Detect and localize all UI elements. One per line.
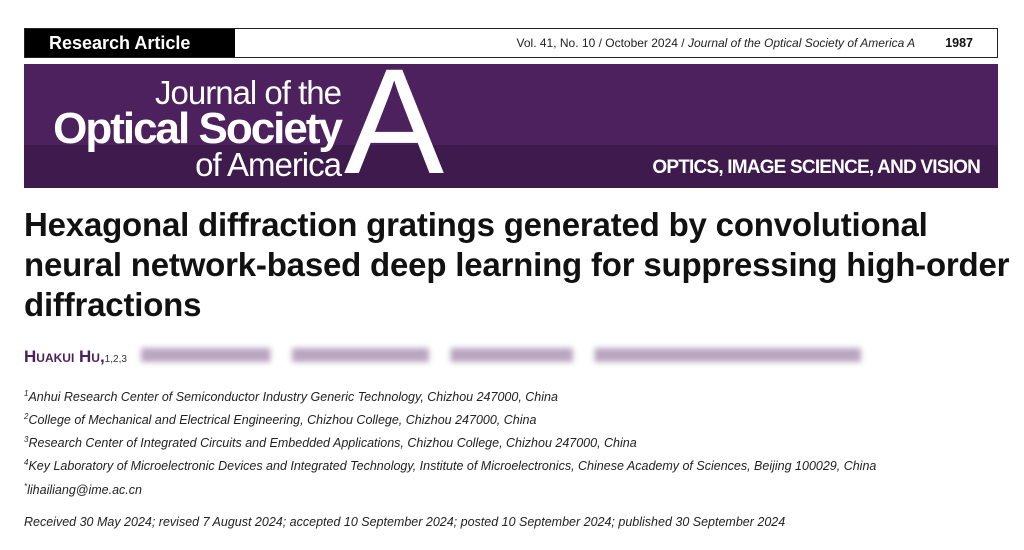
publication-dates: Received 30 May 2024; revised 7 August 2…: [24, 515, 786, 529]
banner-subtitle: OPTICS, IMAGE SCIENCE, AND VISION: [652, 157, 980, 178]
logo-line-3: of America: [195, 146, 342, 183]
volume-text: Vol. 41, No. 10 / October 2024 /: [516, 36, 688, 50]
journal-name: Journal of the Optical Society of Americ…: [687, 36, 916, 50]
logo-line-1: Journal of the: [155, 74, 342, 111]
affiliation: 2College of Mechanical and Electrical En…: [24, 407, 984, 430]
author-name: Huakui Hu,: [24, 347, 105, 366]
journal-banner: Journal of the Optical Society of Americ…: [24, 64, 998, 188]
author-list: Huakui Hu, 1,2,3: [24, 347, 861, 367]
aff-sup: *: [24, 481, 28, 491]
journal-header-bar: Research Article Vol. 41, No. 10 / Octob…: [24, 28, 998, 58]
affiliation: 3Research Center of Integrated Circuits …: [24, 430, 984, 453]
volume-info: Vol. 41, No. 10 / October 2024 / Journal…: [517, 36, 916, 50]
affiliation: 1Anhui Research Center of Semiconductor …: [24, 384, 984, 407]
aff-sup: 1: [24, 389, 29, 398]
paper-title: Hexagonal diffraction gratings generated…: [24, 206, 1010, 323]
aff-text: Anhui Research Center of Semiconductor I…: [28, 390, 558, 405]
article-type-label: Research Article: [25, 29, 235, 57]
author-affiliation-sup: 1,2,3: [104, 354, 127, 365]
logo-letter: A: [344, 64, 445, 188]
aff-sup: 3: [24, 435, 29, 445]
email-text[interactable]: lihailiang@ime.ac.cn: [27, 482, 142, 497]
aff-text: Key Laboratory of Microelectronic Device…: [28, 459, 877, 474]
logo-line-2: Optical Society: [53, 104, 343, 153]
aff-sup: 2: [24, 412, 29, 422]
aff-text: Research Center of Integrated Circuits a…: [28, 436, 637, 451]
affiliations: 1Anhui Research Center of Semiconductor …: [24, 384, 984, 500]
aff-text: College of Mechanical and Electrical Eng…: [28, 413, 537, 428]
affiliation: 4Key Laboratory of Microelectronic Devic…: [24, 453, 984, 476]
page-number: 1987: [945, 36, 973, 50]
corresponding-email[interactable]: *lihailiang@ime.ac.cn: [24, 477, 984, 500]
aff-sup: 4: [24, 458, 29, 468]
blurred-coauthors: [140, 348, 861, 362]
banner-lower-band: [24, 145, 998, 188]
